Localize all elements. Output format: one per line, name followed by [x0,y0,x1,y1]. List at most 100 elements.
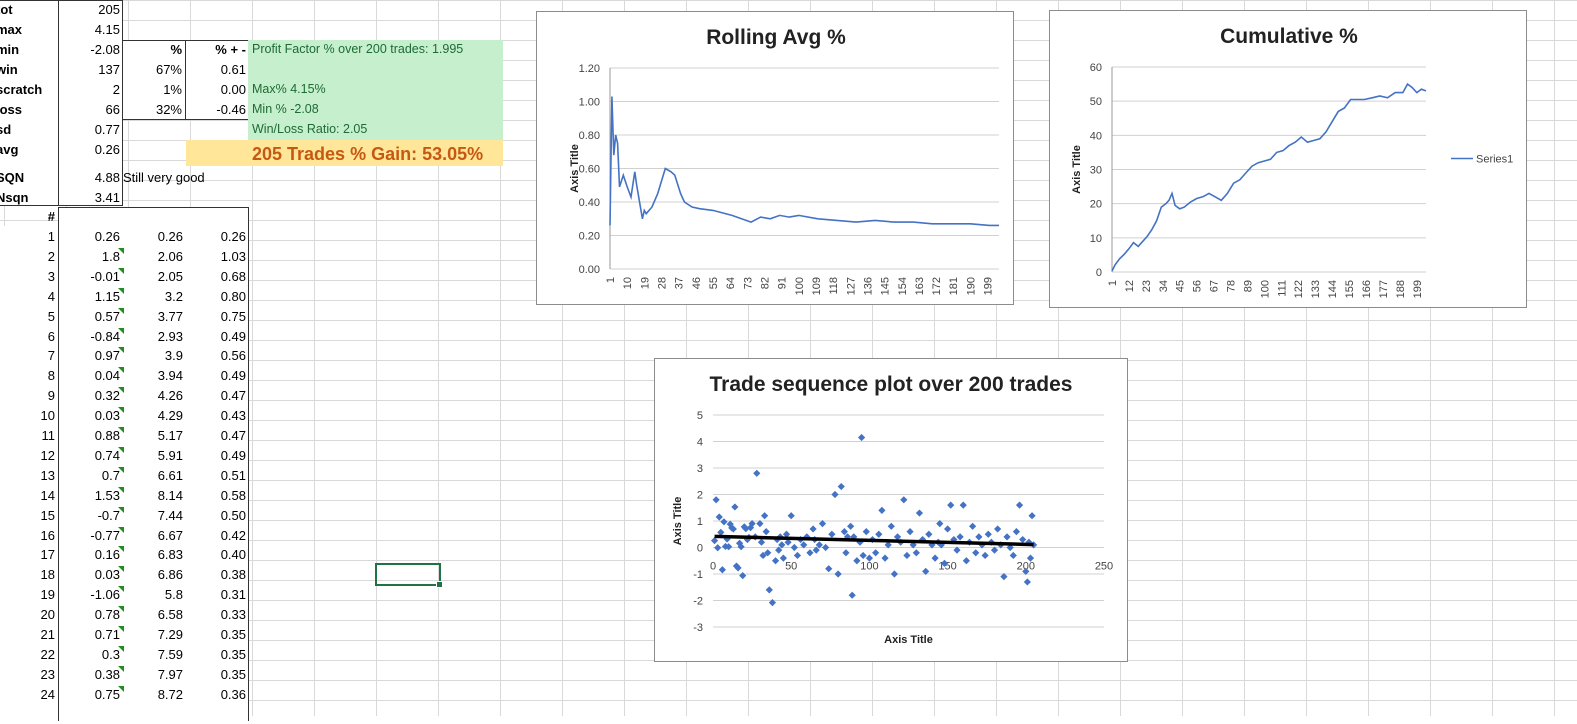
table-header: # [47,209,55,224]
table-cell: 0.58 [220,487,246,503]
table-cell: 0.68 [220,268,246,284]
table-cell: 6.58 [157,607,183,623]
table-cell: 0.32 [94,388,120,404]
y-tick-label: 20 [1090,199,1102,211]
data-point [757,538,766,546]
data-point [972,549,980,557]
data-point [925,530,933,538]
selected-cell[interactable] [375,563,443,588]
data-point [936,520,944,528]
x-tick-label: 78 [1226,280,1238,292]
x-tick-label: 155 [1344,280,1356,298]
table-cell: 24 [40,686,55,702]
error-indicator [118,367,124,374]
x-tick-label: 109 [811,277,823,295]
x-tick-label: 1 [1107,280,1119,286]
table-cell: 14 [40,487,55,503]
rolling-avg-chart[interactable]: Rolling Avg % 0.00 0.20 0.40 0.60 0.80 1.00 1.2… [536,11,1014,305]
x-tick-label: 199 [983,277,995,295]
data-point [790,543,798,552]
summary-green-band [248,40,503,140]
data-point [731,503,739,511]
data-point [944,525,952,533]
x-tick-label: 163 [914,277,926,295]
table-cell: 9 [47,388,55,404]
data-point [761,512,769,520]
data-point [831,490,839,499]
data-point [762,528,770,536]
rolling-avg-chart-svg: Rolling Avg % 0.00 0.20 0.40 0.60 0.80 1.00 1.2… [569,26,999,295]
fill-handle[interactable] [436,581,443,588]
table-cell: 7.29 [157,627,183,642]
y-tick-label: 60 [1090,62,1102,74]
y-tick-label: -2 [693,596,703,608]
data-point [828,530,836,538]
error-indicator [118,287,124,294]
table-cell: 0.80 [220,288,246,304]
y-tick-label: 50 [1090,96,1102,108]
data-point [887,522,895,530]
x-tick-label: 45 [1175,280,1187,292]
table-cell: 20 [40,607,55,623]
stat-pct: 1% [163,82,182,97]
table-cell: 16 [40,527,55,543]
data-point [1003,533,1011,541]
table-cell: 0.26 [157,229,183,244]
x-tick-label: 100 [1259,280,1271,298]
table-cell: 0.49 [220,447,246,463]
trade-sequence-chart-svg: Trade sequence plot over 200 trades -3 -2 -… [672,373,1113,646]
data-point [1000,573,1008,581]
table-cell: 0.78 [94,607,120,623]
table-cell: 0.40 [220,547,246,563]
data-point [994,525,1002,533]
y-tick-label: 1 [697,516,703,528]
table-cell: 18 [40,567,55,583]
stat-value: 66 [105,102,120,117]
stat-value: 4.88 [94,170,120,185]
trade-sequence-chart[interactable]: Trade sequence plot over 200 trades -3 -2 -… [654,358,1128,662]
table-cell: 0.35 [220,646,246,662]
stat-value: 137 [98,62,120,77]
table-row-partial [58,705,120,724]
table-cell: 0.35 [220,666,246,682]
table-cell: 8.72 [157,686,183,702]
table-cell: 4.29 [157,408,183,424]
y-tick-label: 0 [1096,267,1102,279]
data-point [718,566,726,574]
chart-title: Cumulative % [1220,25,1358,48]
error-indicator [118,566,124,573]
series-line [609,96,999,227]
x-tick-label: 200 [1017,561,1035,573]
x-tick-label: 12 [1124,280,1136,292]
table-cell: 0.57 [94,308,120,324]
min-pct-text: Min % -2.08 [252,102,319,116]
error-indicator [118,645,124,652]
stat-label: tot [0,2,13,17]
summary-yellow-band [186,140,503,166]
table-cell: 17 [40,547,55,563]
stat-label: scratch [0,82,43,97]
data-point [890,570,899,578]
error-indicator [118,665,124,672]
x-tick-label: 37 [674,277,686,289]
table-cell: 0.3 [101,646,120,662]
table-cell: 1.15 [94,288,120,304]
y-tick-label: 0.00 [579,264,600,276]
table-cell: 0.47 [220,428,246,443]
y-axis-title: Axis Title [569,144,581,193]
headline-gain-text: 205 Trades % Gain: 53.05% [252,144,484,164]
table-cell: 3.2 [164,288,183,304]
data-point [853,557,861,565]
cumulative-chart[interactable]: Cumulative % 0 10 20 30 40 50 60 Axis Title 1 12 23… [1049,10,1527,308]
table-cell: 3.77 [157,308,183,324]
data-point [875,530,883,538]
table-cell: 0.75 [220,308,246,324]
stat-pm: -0.46 [216,102,246,117]
error-indicator [118,626,124,632]
x-tick-label: 89 [1242,280,1254,292]
table-cell: 6 [47,328,55,344]
table-cell: 7.97 [157,666,183,682]
x-tick-label: 144 [1327,280,1339,298]
data-point [1023,578,1031,586]
